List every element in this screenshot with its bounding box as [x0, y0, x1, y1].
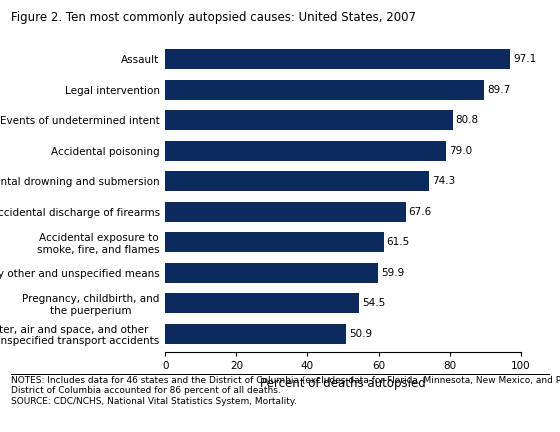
Text: 59.9: 59.9	[381, 268, 404, 278]
Text: 97.1: 97.1	[514, 54, 536, 64]
Bar	[165, 80, 484, 100]
Bar	[165, 111, 452, 130]
Text: 67.6: 67.6	[408, 207, 432, 217]
Bar	[165, 263, 378, 283]
X-axis label: Percent of deaths autopsied: Percent of deaths autopsied	[260, 377, 426, 390]
Text: 74.3: 74.3	[432, 176, 455, 186]
Text: Figure 2. Ten most commonly autopsied causes: United States, 2007: Figure 2. Ten most commonly autopsied ca…	[11, 11, 416, 24]
Bar	[165, 172, 430, 191]
Bar	[165, 232, 384, 252]
Text: 50.9: 50.9	[349, 329, 372, 339]
Bar	[165, 141, 446, 161]
Bar	[165, 49, 511, 69]
Text: NOTES: Includes data for 46 states and the District of Columbia (excludes data f: NOTES: Includes data for 46 states and t…	[11, 376, 560, 406]
Bar	[165, 324, 346, 344]
Bar	[165, 293, 359, 313]
Text: 80.8: 80.8	[455, 115, 478, 125]
Text: 89.7: 89.7	[487, 85, 510, 95]
Text: 79.0: 79.0	[449, 146, 472, 156]
Bar	[165, 202, 405, 222]
Text: 61.5: 61.5	[387, 237, 410, 247]
Text: 54.5: 54.5	[362, 298, 385, 308]
